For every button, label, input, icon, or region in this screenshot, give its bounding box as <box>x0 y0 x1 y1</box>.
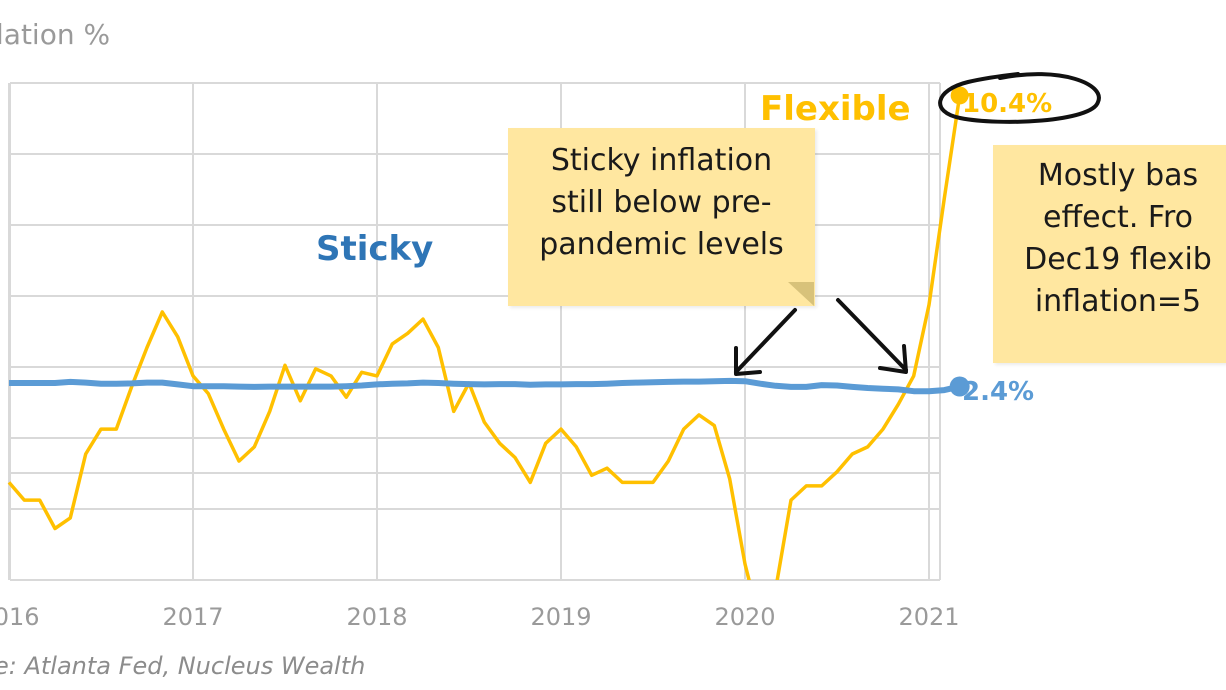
sticky-note-line-1: Sticky inflation <box>550 143 773 178</box>
flexible-series-name: Flexible <box>760 89 911 129</box>
arrow-left-shaft <box>734 308 797 374</box>
highlight-ellipse <box>938 72 1101 124</box>
x-tick-label-2020: 2020 <box>714 603 775 631</box>
base-effect-note: Mostly bas effect. Fro Dec19 flexib infl… <box>993 145 1226 363</box>
sticky-note-line-3: pandemic levels <box>539 227 784 262</box>
flexible-series-line <box>7 95 960 580</box>
x-tick-label-2016: 2016 <box>0 603 40 631</box>
x-tick-label-2017: 2017 <box>162 603 223 631</box>
base-note-line-3: Dec19 flexib <box>1024 242 1212 277</box>
sticky-series-name: Sticky <box>316 229 433 269</box>
x-tick-label-2021: 2021 <box>898 603 959 631</box>
base-note-line-4: inflation=5 <box>1034 284 1202 319</box>
sticky-annotation-note: Sticky inflation still below pre- pandem… <box>508 128 815 306</box>
flexible-end-value-label: 10.4% <box>962 89 1052 119</box>
sticky-note-line-2: still below pre- <box>551 185 772 220</box>
chart-title: lation % <box>0 18 111 51</box>
base-note-line-1: Mostly bas <box>1037 158 1199 193</box>
source-note: e: Atlanta Fed, Nucleus Wealth <box>0 652 366 680</box>
arrow-left-head <box>734 346 762 376</box>
sticky-end-value-label: 2.4% <box>962 377 1034 407</box>
arrow-right-shaft <box>836 298 908 372</box>
x-tick-label-2019: 2019 <box>530 603 591 631</box>
x-tick-label-2018: 2018 <box>346 603 407 631</box>
sticky-end-point <box>949 376 970 397</box>
flexible-end-point <box>950 86 969 105</box>
note-curl <box>788 282 814 306</box>
sticky-series-line <box>9 377 960 395</box>
arrow-right-head <box>878 344 908 374</box>
base-note-line-2: effect. Fro <box>1042 200 1193 235</box>
